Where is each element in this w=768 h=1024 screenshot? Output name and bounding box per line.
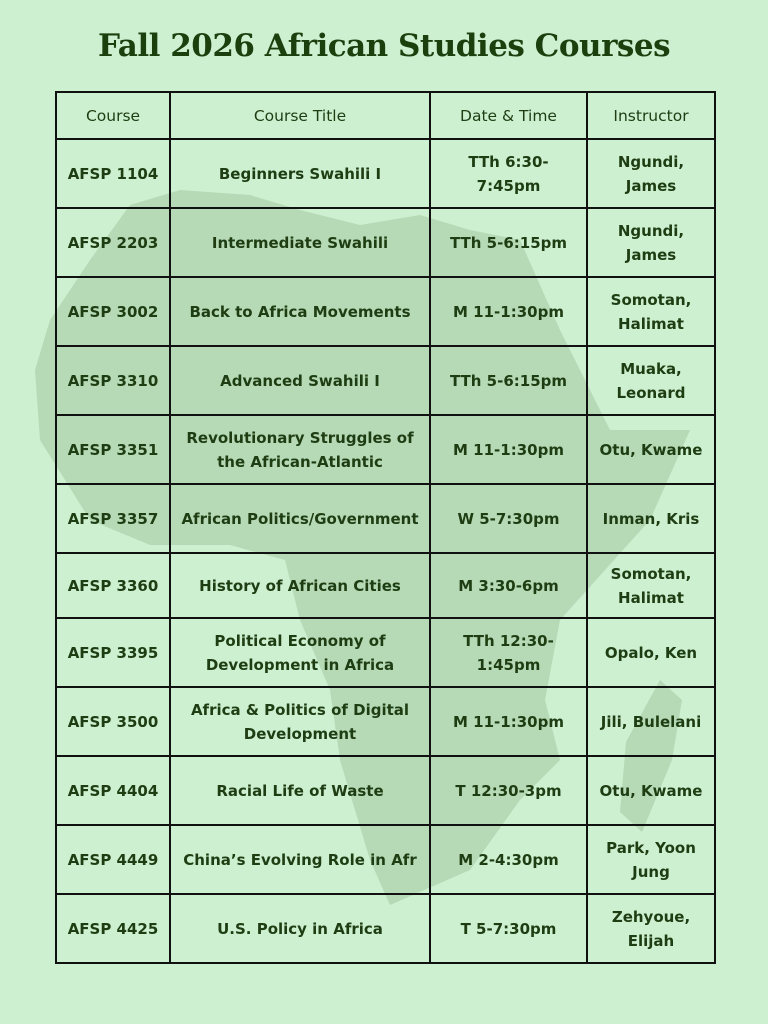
table-row: AFSP 4425 U.S. Policy in Africa T 5-7:30pm…: [55, 893, 716, 964]
course-code: AFSP 4449: [55, 824, 171, 895]
course-title: Back to Africa Movements: [169, 276, 431, 347]
header-course-title: Course Title: [169, 91, 431, 140]
course-title: Political Economy of Development in Afri…: [169, 617, 431, 688]
course-code: AFSP 3500: [55, 686, 171, 757]
header-instructor: Instructor: [586, 91, 716, 140]
instructor: Somotan, Halimat: [586, 276, 716, 347]
course-code: AFSP 2203: [55, 207, 171, 278]
course-code: AFSP 3002: [55, 276, 171, 347]
instructor: Opalo, Ken: [586, 617, 716, 688]
date-time: T 12:30-3pm: [429, 755, 588, 826]
course-title: China’s Evolving Role in Afr: [169, 824, 431, 895]
course-title: Advanced Swahili I: [169, 345, 431, 416]
course-code: AFSP 3360: [55, 552, 171, 619]
date-time: M 3:30-6pm: [429, 552, 588, 619]
date-time: T 5-7:30pm: [429, 893, 588, 964]
table-row: AFSP 2203 Intermediate Swahili TTh 5-6:15p…: [55, 207, 716, 278]
instructor: Jili, Bulelani: [586, 686, 716, 757]
instructor: Park, Yoon Jung: [586, 824, 716, 895]
table-row: AFSP 4404 Racial Life of Waste T 12:30-3pm…: [55, 755, 716, 826]
table-row: AFSP 1104 Beginners Swahili I TTh 6:30-7:4…: [55, 138, 716, 209]
instructor: Inman, Kris: [586, 483, 716, 554]
table-row: AFSP 3002 Back to Africa Movements M 11-1:…: [55, 276, 716, 347]
date-time: M 11-1:30pm: [429, 686, 588, 757]
date-time: W 5-7:30pm: [429, 483, 588, 554]
course-code: AFSP 3395: [55, 617, 171, 688]
table-row: AFSP 4449 China’s Evolving Role in Afr M 2…: [55, 824, 716, 895]
instructor: Otu, Kwame: [586, 755, 716, 826]
table-row: AFSP 3500 Africa & Politics of Digital De…: [55, 686, 716, 757]
course-title: Beginners Swahili I: [169, 138, 431, 209]
course-title: Racial Life of Waste: [169, 755, 431, 826]
table-row: AFSP 3351 Revolutionary Struggles of the …: [55, 414, 716, 485]
course-code: AFSP 3310: [55, 345, 171, 416]
course-title: Africa & Politics of Digital Development: [169, 686, 431, 757]
date-time: TTh 5-6:15pm: [429, 345, 588, 416]
course-code: AFSP 4425: [55, 893, 171, 964]
course-title: Intermediate Swahili: [169, 207, 431, 278]
instructor: Zehyoue, Elijah: [586, 893, 716, 964]
date-time: M 11-1:30pm: [429, 414, 588, 485]
instructor: Muaka, Leonard: [586, 345, 716, 416]
course-title: History of African Cities: [169, 552, 431, 619]
date-time: TTh 5-6:15pm: [429, 207, 588, 278]
date-time: TTh 12:30-1:45pm: [429, 617, 588, 688]
table-row: AFSP 3310 Advanced Swahili I TTh 5-6:15pm M…: [55, 345, 716, 416]
table-header-row: Course Course Title Date & Time Instruct…: [55, 91, 716, 140]
instructor: Somotan, Halimat: [586, 552, 716, 619]
courses-table: Course Course Title Date & Time Instruct…: [55, 91, 716, 964]
course-code: AFSP 3357: [55, 483, 171, 554]
instructor: Ngundi, James: [586, 138, 716, 209]
course-title: Revolutionary Struggles of the African-A…: [169, 414, 431, 485]
table-row: AFSP 3357 African Politics/Government W 5-…: [55, 483, 716, 554]
table-row: AFSP 3360 History of African Cities M 3:30…: [55, 552, 716, 619]
table-row: AFSP 3395 Political Economy of Developmen…: [55, 617, 716, 688]
course-title: African Politics/Government: [169, 483, 431, 554]
page-title: Fall 2026 African Studies Courses: [97, 28, 671, 64]
course-code: AFSP 3351: [55, 414, 171, 485]
date-time: TTh 6:30-7:45pm: [429, 138, 588, 209]
course-title: U.S. Policy in Africa: [169, 893, 431, 964]
instructor: Ngundi, James: [586, 207, 716, 278]
date-time: M 2-4:30pm: [429, 824, 588, 895]
course-code: AFSP 1104: [55, 138, 171, 209]
header-course: Course: [55, 91, 171, 140]
course-code: AFSP 4404: [55, 755, 171, 826]
header-date-time: Date & Time: [429, 91, 588, 140]
date-time: M 11-1:30pm: [429, 276, 588, 347]
instructor: Otu, Kwame: [586, 414, 716, 485]
